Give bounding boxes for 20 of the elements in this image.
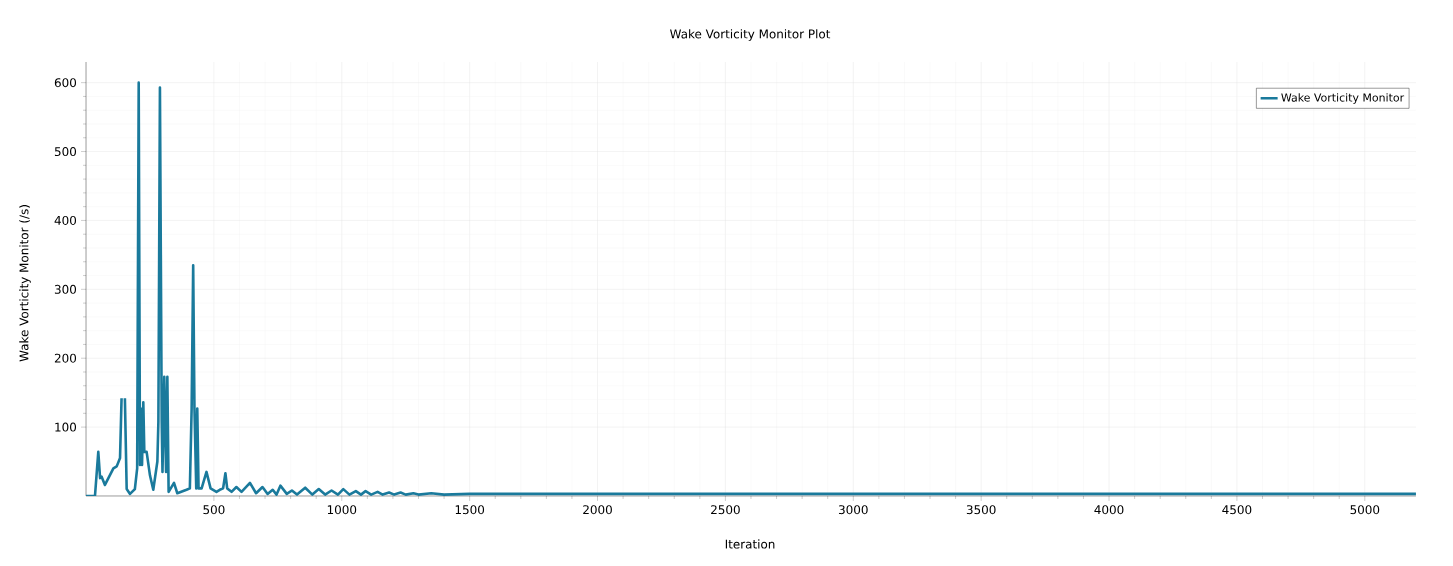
x-tick-label: 4500 xyxy=(1222,505,1252,515)
legend-label: Wake Vorticity Monitor xyxy=(1281,93,1405,104)
y-tick-label: 400 xyxy=(54,215,77,225)
y-tick-label: 200 xyxy=(54,353,77,363)
x-tick-label: 2500 xyxy=(711,505,740,515)
x-tick-label: 3500 xyxy=(966,505,996,515)
y-tick-label: 600 xyxy=(54,78,77,88)
x-tick-label: 2000 xyxy=(583,505,612,515)
x-tick-label: 500 xyxy=(203,505,225,515)
x-tick-label: 3000 xyxy=(838,505,868,515)
x-tick-label: 1000 xyxy=(327,505,357,515)
y-axis-title: Wake Vorticity Monitor (/s) xyxy=(19,205,31,362)
x-tick-label: 5000 xyxy=(1350,505,1380,515)
x-axis-title: Iteration xyxy=(725,539,775,549)
x-tick-label: 1500 xyxy=(455,505,485,515)
x-tick-label: 4000 xyxy=(1094,505,1124,515)
y-tick-label: 100 xyxy=(55,422,77,432)
chart-title: Wake Vorticity Monitor Plot xyxy=(670,29,831,41)
y-tick-label: 500 xyxy=(54,147,77,157)
y-tick-label: 300 xyxy=(54,284,77,294)
